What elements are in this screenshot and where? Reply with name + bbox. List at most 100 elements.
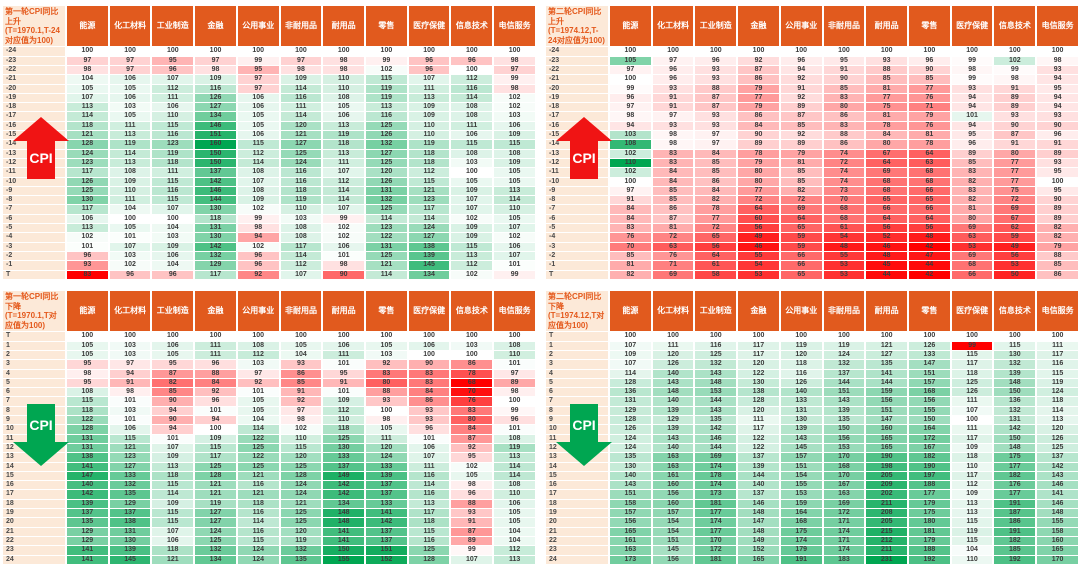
heatmap-cell: 115 xyxy=(152,481,194,490)
heatmap-cell: 100 xyxy=(695,332,737,341)
heatmap-cell: 124 xyxy=(610,434,651,443)
heatmap-cell: 132 xyxy=(366,196,407,205)
heatmap-cell: 59 xyxy=(780,242,822,251)
heatmap-cell: 100 xyxy=(652,47,694,56)
heatmap-cell: 44 xyxy=(866,270,908,279)
heatmap-cell: 140 xyxy=(738,481,779,490)
row-label: 6 xyxy=(546,388,608,397)
heatmap-cell: 94 xyxy=(780,65,822,75)
heatmap-cell: 197 xyxy=(909,471,950,481)
heatmap-cell: 150 xyxy=(823,425,865,434)
svg-text:CPI: CPI xyxy=(29,417,52,433)
heatmap-cell: 98 xyxy=(67,65,108,75)
heatmap-cell: 108 xyxy=(451,149,493,158)
heatmap-cell: 100 xyxy=(451,65,493,75)
heatmap-cell: 111 xyxy=(1037,341,1078,350)
heatmap-cell: 69 xyxy=(994,205,1036,214)
heatmap-cell: 126 xyxy=(195,93,236,103)
heatmap-cell: 88 xyxy=(366,388,407,397)
heatmap-cell: 121 xyxy=(408,186,450,196)
heatmap-cell: 96 xyxy=(109,270,151,279)
heatmap-cell: 95 xyxy=(152,56,194,65)
heatmap-cell: 49 xyxy=(994,242,1036,251)
heatmap-cell: 116 xyxy=(780,369,822,378)
heatmap-cell: 139 xyxy=(366,471,407,481)
heatmap-table: 第一轮CPI同比上升(T=1970.1,T-24对应值为100) 能源 化工材料 工业… xyxy=(1,5,537,280)
heatmap-cell: 100 xyxy=(951,416,993,425)
heatmap-cell: 89 xyxy=(738,140,779,149)
heatmap-cell: 103 xyxy=(237,360,279,369)
heatmap-cell: 128 xyxy=(195,471,236,481)
table-row: 5 128 143 148 130 126 144 144 157 125 148 119 xyxy=(546,378,1078,388)
heatmap-cell: 151 xyxy=(780,462,822,471)
heatmap-cell: 84 xyxy=(451,425,493,434)
heatmap-cell: 102 xyxy=(237,242,279,251)
heatmap-cell: 131 xyxy=(109,527,151,536)
heatmap-cell: 101 xyxy=(109,397,151,406)
heatmap-cell: 61 xyxy=(823,224,865,233)
heatmap-cell: 185 xyxy=(994,546,1036,555)
heatmap-cell: 68 xyxy=(823,205,865,214)
row-label: 2 xyxy=(546,350,608,360)
heatmap-cell: 124 xyxy=(237,555,279,564)
heatmap-cell: 113 xyxy=(951,499,993,509)
heatmap-cell: 77 xyxy=(994,177,1036,186)
heatmap-cell: 98 xyxy=(652,140,694,149)
heatmap-cell: 85 xyxy=(652,196,694,205)
heatmap-cell: 66 xyxy=(909,205,950,214)
heatmap-cell: 133 xyxy=(780,397,822,406)
heatmap-cell: 100 xyxy=(738,332,779,341)
heatmap-cell: 211 xyxy=(866,546,908,555)
heatmap-cell: 114 xyxy=(366,270,407,279)
heatmap-cell: 130 xyxy=(109,536,151,546)
heatmap-cell: 63 xyxy=(951,233,993,242)
heatmap-cell: 87 xyxy=(451,434,493,443)
heatmap-cell: 143 xyxy=(780,434,822,443)
heatmap-cell: 87 xyxy=(451,527,493,536)
heatmap-cell: 89 xyxy=(1037,205,1078,214)
heatmap-cell: 107 xyxy=(152,527,194,536)
cpi-down-arrow: CPI xyxy=(556,404,612,466)
column-header: 医疗保健 xyxy=(408,6,450,47)
heatmap-cell: 99 xyxy=(951,341,993,350)
heatmap-cell: 77 xyxy=(994,168,1036,177)
heatmap-cell: 101 xyxy=(152,434,194,443)
heatmap-cell: 68 xyxy=(951,261,993,270)
table-row: -2 85 76 64 55 66 55 48 47 69 56 88 xyxy=(546,251,1078,261)
heatmap-cell: 83 xyxy=(823,121,865,131)
heatmap-cell: 95 xyxy=(237,65,279,75)
heatmap-cell: 42 xyxy=(909,242,950,251)
row-label: -2 xyxy=(546,251,608,261)
heatmap-cell: 114 xyxy=(152,490,194,499)
heatmap-cell: 97 xyxy=(652,112,694,121)
heatmap-cell: 91 xyxy=(652,103,694,112)
heatmap-cell: 146 xyxy=(695,434,737,443)
heatmap-cell: 99 xyxy=(951,56,993,65)
heatmap-cell: 106 xyxy=(109,75,151,84)
heatmap-cell: 93 xyxy=(408,406,450,416)
heatmap-cell: 127 xyxy=(408,233,450,242)
cpi-up-arrow-icon: CPI xyxy=(13,117,69,179)
heatmap-cell: 100 xyxy=(237,47,279,56)
heatmap-cell: 117 xyxy=(738,341,779,350)
column-header: 工业制造 xyxy=(152,291,194,332)
heatmap-cell: 148 xyxy=(738,509,779,518)
heatmap-cell: 91 xyxy=(323,378,365,388)
heatmap-cell: 100 xyxy=(994,47,1036,56)
heatmap-cell: 95 xyxy=(1037,84,1078,93)
table-row: 21 165 154 177 148 175 174 215 181 119 191 158 xyxy=(546,527,1078,536)
heatmap-cell: 186 xyxy=(994,518,1036,527)
table-row: 4 98 94 87 88 97 86 95 83 83 78 97 xyxy=(3,369,535,378)
column-header: 非耐用品 xyxy=(280,6,322,47)
column-header: 医疗保健 xyxy=(408,291,450,332)
heatmap-cell: 111 xyxy=(152,168,194,177)
heatmap-cell: 89 xyxy=(780,140,822,149)
heatmap-cell: 85 xyxy=(695,158,737,168)
heatmap-cell: 114 xyxy=(109,149,151,158)
heatmap-cell: 125 xyxy=(280,509,322,518)
heatmap-cell: 145 xyxy=(109,555,151,564)
heatmap-cell: 126 xyxy=(951,388,993,397)
row-label: -23 xyxy=(3,56,65,65)
heatmap-cell: 172 xyxy=(823,509,865,518)
heatmap-cell: 103 xyxy=(494,112,535,121)
